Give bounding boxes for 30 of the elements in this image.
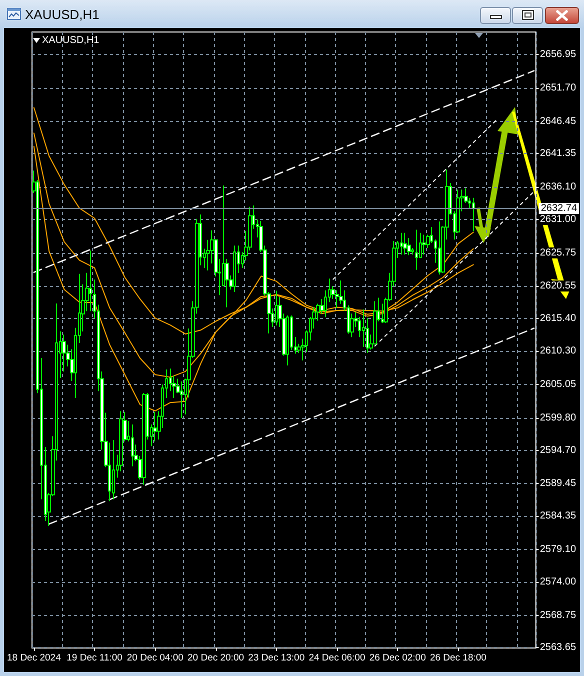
- y-tick-label: 2620.55: [540, 280, 576, 292]
- x-tick-label: 23 Dec 13:00: [248, 652, 305, 664]
- y-tick-label: 2563.65: [540, 642, 576, 654]
- y-tick-label: 2636.10: [540, 182, 576, 193]
- y-tick-label: 2646.45: [540, 116, 576, 127]
- y-tick-label: 2584.35: [540, 510, 576, 522]
- chart-title: XAUUSD,H1: [25, 7, 100, 22]
- y-tick-label: 2641.35: [540, 148, 576, 160]
- y-tick-label: 2594.70: [540, 444, 576, 456]
- y-tick-label: 2605.05: [540, 379, 576, 390]
- ref-line-label: 2632.74: [540, 202, 578, 214]
- y-tick-label: 2615.40: [540, 313, 576, 324]
- y-tick-label: 2656.95: [540, 49, 576, 60]
- y-tick-label: 2610.30: [540, 346, 576, 357]
- y-tick-label: 2625.75: [540, 247, 576, 258]
- x-tick-label: 20 Dec 20:00: [187, 652, 244, 664]
- x-tick-label: 26 Dec 18:00: [430, 652, 486, 664]
- y-tick-label: 2599.80: [540, 412, 576, 424]
- x-tick-label: 26 Dec 02:00: [369, 652, 426, 664]
- y-tick-label: 2568.75: [540, 610, 576, 621]
- y-tick-label: 2579.10: [540, 544, 576, 555]
- y-tick-label: 2574.00: [540, 576, 576, 588]
- y-tick-label: 2589.45: [540, 478, 576, 490]
- x-tick-label: 24 Dec 06:00: [308, 652, 366, 664]
- chart-subtitle: XAUUSD,H1: [42, 35, 100, 47]
- x-tick-label: 20 Dec 04:00: [126, 652, 184, 664]
- y-tick-label: 2651.70: [540, 82, 576, 94]
- x-tick-label: 19 Dec 11:00: [66, 652, 122, 664]
- y-tick-label: 2631.00: [540, 214, 576, 226]
- x-tick-label: 18 Dec 2024: [6, 652, 61, 664]
